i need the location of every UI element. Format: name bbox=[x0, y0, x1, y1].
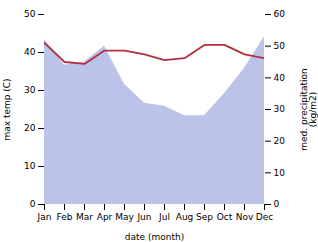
svg-text:Sep: Sep bbox=[196, 212, 213, 222]
svg-text:10: 10 bbox=[274, 168, 286, 178]
svg-text:50: 50 bbox=[274, 41, 286, 51]
svg-text:May: May bbox=[115, 212, 134, 222]
svg-text:20: 20 bbox=[24, 123, 36, 133]
svg-text:30: 30 bbox=[274, 104, 286, 114]
svg-text:Jan: Jan bbox=[37, 212, 52, 222]
svg-text:Nov: Nov bbox=[236, 212, 254, 222]
svg-text:max temp (C): max temp (C) bbox=[2, 78, 12, 140]
svg-text:Apr: Apr bbox=[97, 212, 113, 222]
svg-text:date (month): date (month) bbox=[125, 232, 184, 242]
svg-text:0: 0 bbox=[30, 199, 36, 209]
svg-text:60: 60 bbox=[274, 9, 286, 19]
svg-text:40: 40 bbox=[24, 47, 36, 57]
svg-text:40: 40 bbox=[274, 73, 286, 83]
svg-text:50: 50 bbox=[24, 9, 36, 19]
svg-text:Feb: Feb bbox=[57, 212, 73, 222]
svg-text:Aug: Aug bbox=[176, 212, 194, 222]
svg-text:10: 10 bbox=[24, 161, 36, 171]
svg-text:0: 0 bbox=[274, 199, 280, 209]
svg-text:Oct: Oct bbox=[217, 212, 233, 222]
svg-text:Jun: Jun bbox=[136, 212, 151, 222]
svg-text:30: 30 bbox=[24, 85, 36, 95]
svg-text:20: 20 bbox=[274, 136, 286, 146]
svg-text:Mar: Mar bbox=[76, 212, 93, 222]
svg-text:Jul: Jul bbox=[158, 212, 170, 222]
svg-text:Dec: Dec bbox=[256, 212, 273, 222]
svg-text:med. precipitation(kg/m2): med. precipitation(kg/m2) bbox=[299, 68, 318, 150]
